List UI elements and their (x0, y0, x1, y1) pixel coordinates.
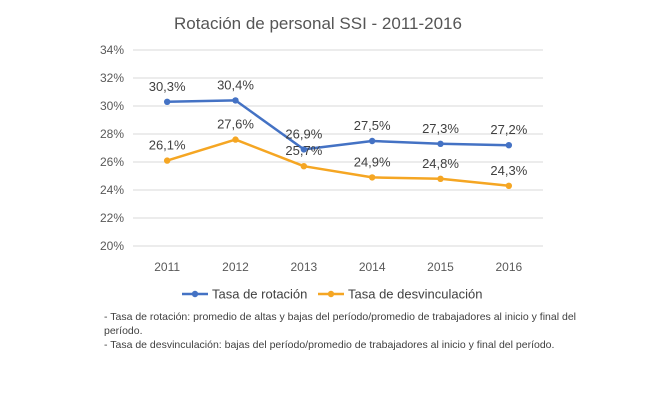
y-tick-label: 26% (100, 155, 124, 169)
series-line (166, 138, 509, 188)
x-tick-label: 2011 (154, 260, 180, 274)
data-point (437, 140, 444, 147)
data-point (368, 174, 376, 181)
x-tick-label: 2013 (290, 260, 317, 274)
data-label: 27,3% (422, 121, 459, 136)
data-label: 26,1% (149, 138, 186, 153)
y-tick-label: 28% (100, 127, 124, 141)
data-label: 27,2% (490, 122, 527, 137)
series-line (167, 99, 509, 151)
x-axis: 2011 2012 2013 2014 2015 2016 (154, 260, 522, 274)
series-rotacion: 30,3% 30,4% 26,9% 27,5% 27,3% 27,2% (149, 77, 528, 153)
legend-marker (191, 290, 199, 298)
data-label: 30,4% (217, 77, 254, 92)
footnotes: - Tasa de rotación: promedio de altas y … (104, 310, 584, 352)
footnote-rotacion: - Tasa de rotación: promedio de altas y … (104, 311, 577, 337)
series-desvinculacion: 26,1% 27,6% 25,7% 24,9% 24,8% 24,3% (149, 117, 528, 189)
y-tick-label: 34% (100, 43, 124, 57)
chart-title: Rotación de personal SSI - 2011-2016 (174, 14, 462, 33)
line-chart: Rotación de personal SSI - 2011-2016 20%… (100, 14, 543, 302)
series-group: 30,3% 30,4% 26,9% 27,5% 27,3% 27,2% 26,1% 27,6%… (149, 77, 528, 189)
data-point (437, 175, 444, 182)
footnote-desvinculacion: - Tasa de desvinculación: bajas del perí… (104, 339, 555, 351)
legend-label: Tasa de rotación (212, 287, 307, 302)
data-point (163, 157, 171, 164)
data-label: 27,6% (217, 117, 254, 132)
legend-label: Tasa de desvinculación (348, 287, 482, 302)
legend-item: Tasa de desvinculación (318, 287, 482, 302)
gridlines (133, 49, 543, 247)
data-label: 26,9% (285, 126, 322, 141)
x-tick-label: 2014 (359, 260, 386, 274)
data-label: 24,8% (422, 156, 459, 171)
data-point (232, 136, 239, 143)
y-tick-label: 24% (100, 183, 124, 197)
data-point (300, 146, 308, 153)
x-tick-label: 2015 (427, 260, 454, 274)
y-tick-label: 22% (100, 211, 124, 225)
y-tick-label: 20% (100, 239, 124, 253)
data-point (300, 163, 308, 170)
legend: Tasa de rotación Tasa de desvinculación (182, 287, 482, 302)
data-label: 25,7% (285, 143, 322, 158)
data-label: 24,9% (354, 154, 391, 169)
y-tick-label: 32% (100, 71, 124, 85)
y-axis: 20% 22% 24% 26% 28% 30% 32% 34% (100, 43, 124, 253)
x-tick-label: 2016 (495, 260, 522, 274)
data-point (505, 182, 513, 189)
legend-marker (327, 290, 335, 298)
data-point (505, 142, 513, 149)
y-tick-label: 30% (100, 99, 124, 113)
data-label: 30,3% (149, 79, 186, 94)
data-label: 27,5% (354, 118, 391, 133)
data-point (163, 98, 171, 106)
legend-item: Tasa de rotación (182, 287, 307, 302)
data-point (368, 137, 376, 145)
data-point (232, 97, 239, 104)
data-label: 24,3% (490, 163, 527, 178)
x-tick-label: 2012 (222, 260, 249, 274)
